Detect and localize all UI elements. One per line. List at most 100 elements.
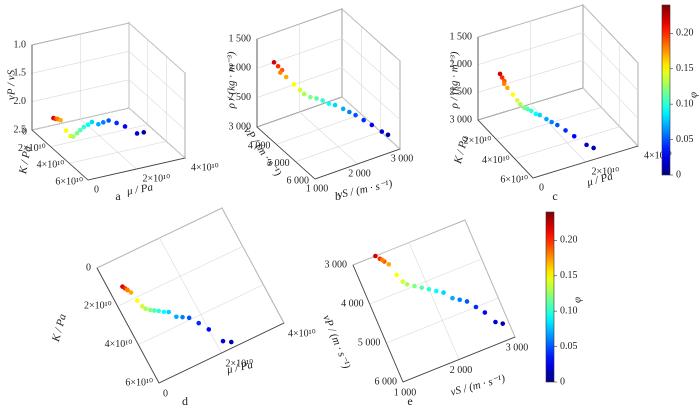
panel-label: e	[407, 394, 412, 408]
x-axis	[314, 148, 401, 180]
data-point	[139, 304, 145, 309]
data-point	[89, 119, 95, 125]
data-point	[584, 142, 589, 148]
data-point	[134, 131, 140, 136]
grid-line	[464, 219, 516, 338]
y-axis	[352, 264, 404, 383]
y-tick-label: 4×10¹⁰	[482, 155, 510, 166]
x-axis-label: μ / Pa	[585, 170, 615, 189]
data-point	[275, 63, 281, 69]
x-tick-label: 2×10¹⁰	[226, 358, 254, 369]
data-point	[70, 134, 76, 139]
grid-line	[128, 22, 186, 74]
y-tick-label: 4 000	[248, 141, 271, 152]
data-point	[353, 112, 358, 118]
data-point	[166, 309, 172, 315]
side-wall	[128, 22, 186, 159]
data-point	[563, 128, 568, 133]
x-axis	[158, 322, 285, 384]
data-point	[555, 122, 560, 128]
data-point	[510, 92, 516, 97]
data-point	[533, 111, 539, 117]
x-tick-label: 0	[539, 182, 544, 193]
data-point	[77, 127, 83, 133]
y-axis-label: vP / (m · s⁻¹)	[241, 125, 284, 179]
data-point	[271, 60, 277, 65]
z-tick-label: 3 000	[229, 121, 252, 132]
y-tick-label: 5 000	[358, 337, 381, 348]
grid-line	[96, 207, 223, 269]
y-tick-label: 6×10¹⁰	[125, 377, 153, 388]
data-point	[308, 94, 313, 100]
data-point	[186, 315, 192, 321]
data-point	[347, 109, 352, 115]
panel: 0 2×10¹⁰ 4×10¹⁰ 2×10¹⁰ 4×10¹⁰ 6×10¹⁰ 1 500 2 00…	[449, 3, 672, 203]
colorbar: 0 0.05 0.10 0.15 0.20 φ	[661, 4, 700, 180]
z-tick-label: 2 000	[229, 63, 252, 74]
grid-line	[408, 242, 460, 360]
grid-line	[50, 124, 148, 147]
grid-line	[530, 103, 586, 163]
data-point	[529, 108, 534, 114]
z-tick-label: 2.5	[14, 124, 27, 135]
grid-line	[477, 4, 584, 38]
colorbar-tick-label: 0.05	[676, 134, 694, 145]
y-tick-label: 6×10¹⁰	[500, 174, 528, 185]
data-point	[482, 310, 488, 315]
x-axis	[402, 336, 516, 383]
data-point	[196, 320, 202, 326]
x-axis-label: μ / Pa	[125, 181, 154, 198]
y-tick-label: 2×10¹⁰	[464, 136, 492, 147]
panel-label: d	[182, 394, 188, 408]
data-point	[493, 319, 498, 325]
data-point	[147, 307, 153, 313]
y-axis-label: K / Pa	[50, 312, 69, 344]
x-tick-label: 0	[94, 184, 99, 195]
y-tick-label: 2×10¹⁰	[84, 301, 112, 312]
data-point	[419, 285, 425, 290]
grid-line	[69, 141, 167, 164]
grid-line	[128, 107, 186, 159]
y-tick-label: 4 000	[341, 298, 364, 309]
grid-line	[80, 118, 137, 170]
data-point	[497, 71, 503, 77]
grid-line	[299, 111, 358, 165]
data-point	[473, 304, 479, 310]
data-point	[361, 117, 366, 123]
panel-label: a	[115, 189, 121, 203]
y-tick-label: 5 000	[267, 158, 290, 169]
side-wall	[341, 8, 401, 150]
data-point	[74, 130, 80, 136]
panel: 1 000 2 000 3 000 4 000 5 000 6 000 1 500 2 000…	[226, 8, 413, 203]
y-tick-label: 6 000	[287, 175, 310, 186]
x-axis	[532, 145, 639, 179]
y-axis-label: vP / (m · s⁻¹)	[320, 313, 353, 371]
colorbar-label: φ	[572, 297, 584, 303]
data-point	[426, 287, 432, 292]
colorbar-tick-label: 0	[560, 376, 565, 387]
data-point	[373, 253, 378, 259]
data-point	[441, 290, 446, 295]
data-point	[450, 295, 455, 301]
grid-line	[477, 60, 584, 93]
grid-line	[582, 32, 639, 91]
data-point	[380, 257, 385, 263]
x-axis-label: μ / Pa	[225, 359, 255, 377]
grid-line	[352, 219, 466, 266]
data-point	[544, 116, 549, 122]
y-tick-label: 4×10¹⁰	[105, 339, 133, 350]
colorbar-tick-label: 0.15	[676, 63, 694, 74]
data-point	[537, 112, 543, 118]
y-axis-label: K / Pa	[452, 134, 471, 166]
grid-line	[117, 246, 243, 307]
y-axis	[256, 126, 316, 180]
x-tick-label: 3 000	[506, 342, 529, 353]
panel-label: b	[335, 189, 341, 203]
y-axis	[31, 129, 89, 181]
data-point	[501, 81, 507, 86]
grid-line	[31, 51, 130, 74]
grid-line	[582, 4, 639, 64]
data-point	[291, 82, 297, 87]
z-tick-label: 2 000	[450, 59, 473, 70]
